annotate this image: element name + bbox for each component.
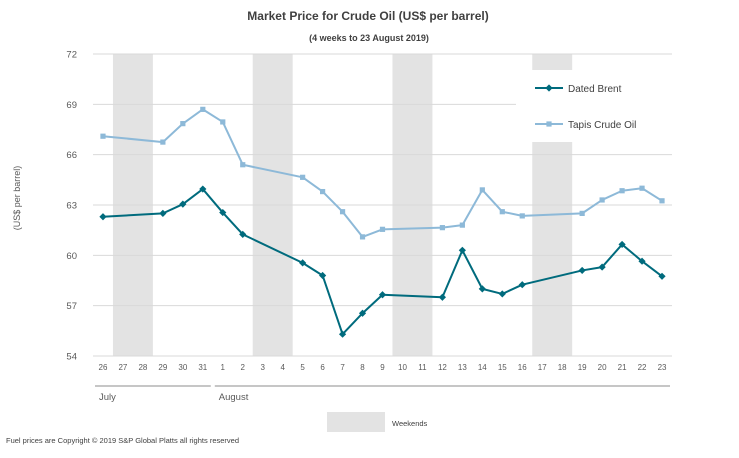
point-dated-brent-31: [199, 185, 207, 193]
point-tapis-crude-oil-31: [200, 106, 206, 112]
copyright-footer: Fuel prices are Copyright © 2019 S&P Glo…: [6, 436, 239, 445]
x-tick-5: 5: [300, 363, 305, 372]
chart-subtitle: (4 weeks to 23 August 2019): [309, 33, 429, 43]
x-tick-18: 18: [558, 363, 567, 372]
point-tapis-crude-oil-9: [379, 226, 386, 232]
series-lines: [99, 106, 666, 338]
point-dated-brent-1: [219, 208, 227, 217]
point-dated-brent-7: [338, 330, 347, 338]
x-tick-21: 21: [618, 363, 627, 372]
point-tapis-crude-oil-30: [180, 121, 186, 127]
point-dated-brent-23: [658, 272, 666, 280]
point-tapis-crude-oil-20: [599, 197, 605, 203]
x-tick-13: 13: [458, 363, 467, 372]
legend-background: [516, 70, 672, 142]
x-tick-2: 2: [241, 363, 246, 372]
x-tick-7: 7: [340, 363, 345, 372]
point-tapis-crude-oil-1: [220, 119, 226, 125]
gridlines: [93, 53, 672, 357]
point-tapis-crude-oil-8: [359, 234, 366, 240]
point-tapis-crude-oil-13: [459, 222, 465, 228]
x-tick-23: 23: [658, 363, 667, 372]
x-tick-19: 19: [578, 363, 587, 372]
weekend-legend-label: Weekends: [392, 419, 428, 428]
point-tapis-crude-oil-19: [579, 210, 585, 216]
point-tapis-crude-oil-21: [619, 188, 625, 194]
y-tick-57: 57: [66, 301, 77, 312]
x-tick-15: 15: [498, 363, 507, 372]
x-tick-30: 30: [178, 363, 187, 372]
x-tick-20: 20: [598, 363, 607, 372]
x-tick-26: 26: [99, 363, 108, 372]
legend-label-tapis-crude-oil: Tapis Crude Oil: [568, 120, 636, 131]
point-dated-brent-26: [99, 213, 107, 221]
y-tick-72: 72: [66, 50, 77, 61]
point-tapis-crude-oil-7: [339, 209, 346, 215]
point-dated-brent-30: [179, 200, 187, 208]
series-line-dated-brent: [102, 188, 663, 336]
x-tick-3: 3: [260, 363, 265, 372]
x-tick-1: 1: [221, 363, 226, 372]
point-tapis-crude-oil-14: [479, 187, 485, 193]
point-dated-brent-15: [498, 290, 506, 298]
point-dated-brent-16: [518, 281, 526, 289]
legend-label-dated-brent: Dated Brent: [568, 84, 622, 95]
x-tick-16: 16: [518, 363, 527, 372]
month-label-july: July: [99, 392, 116, 403]
point-tapis-crude-oil-26: [100, 133, 106, 139]
x-tick-11: 11: [418, 363, 427, 372]
x-tick-4: 4: [280, 363, 285, 372]
point-dated-brent-20: [598, 263, 606, 271]
point-dated-brent-13: [458, 246, 466, 254]
point-tapis-crude-oil-22: [639, 185, 645, 191]
point-tapis-crude-oil-15: [499, 209, 505, 215]
point-dated-brent-12: [438, 293, 446, 301]
point-tapis-crude-oil-12: [439, 225, 445, 231]
x-tick-28: 28: [138, 363, 147, 372]
point-dated-brent-6: [319, 271, 327, 280]
x-tick-12: 12: [438, 363, 447, 372]
x-tick-17: 17: [538, 363, 547, 372]
y-tick-63: 63: [66, 201, 77, 212]
point-dated-brent-9: [378, 291, 387, 299]
x-tick-9: 9: [380, 363, 385, 372]
x-tick-6: 6: [320, 363, 325, 372]
y-tick-69: 69: [66, 100, 77, 111]
point-dated-brent-8: [358, 309, 367, 317]
x-tick-22: 22: [638, 363, 647, 372]
x-tick-31: 31: [198, 363, 207, 372]
point-dated-brent-14: [478, 285, 486, 293]
x-tick-29: 29: [158, 363, 167, 372]
point-tapis-crude-oil-6: [320, 188, 326, 195]
point-dated-brent-2: [239, 230, 247, 238]
x-tick-14: 14: [478, 363, 487, 372]
point-tapis-crude-oil-29: [160, 139, 166, 145]
point-tapis-crude-oil-16: [519, 213, 525, 219]
weekend-legend-swatch: [327, 412, 385, 432]
y-tick-66: 66: [66, 150, 77, 161]
x-tick-10: 10: [398, 363, 407, 372]
legend-marker-dated-brent: [545, 84, 553, 92]
point-tapis-crude-oil-5: [300, 174, 306, 180]
point-dated-brent-19: [578, 266, 586, 275]
legend: Dated Brent Tapis Crude Oil: [516, 70, 672, 142]
y-tick-54: 54: [66, 352, 77, 363]
month-label-august: August: [219, 392, 249, 403]
x-tick-8: 8: [360, 363, 365, 372]
x-tick-27: 27: [118, 363, 127, 372]
point-dated-brent-21: [618, 240, 626, 249]
y-axis-label: (US$ per barrel): [12, 166, 22, 231]
point-tapis-crude-oil-23: [659, 198, 665, 204]
point-dated-brent-22: [638, 257, 646, 265]
chart-title: Market Price for Crude Oil (US$ per barr…: [247, 9, 488, 23]
legend-marker-tapis-crude-oil: [546, 121, 552, 127]
point-dated-brent-29: [159, 209, 167, 217]
point-dated-brent-5: [299, 259, 307, 267]
point-tapis-crude-oil-2: [240, 162, 246, 168]
y-tick-60: 60: [66, 251, 77, 262]
